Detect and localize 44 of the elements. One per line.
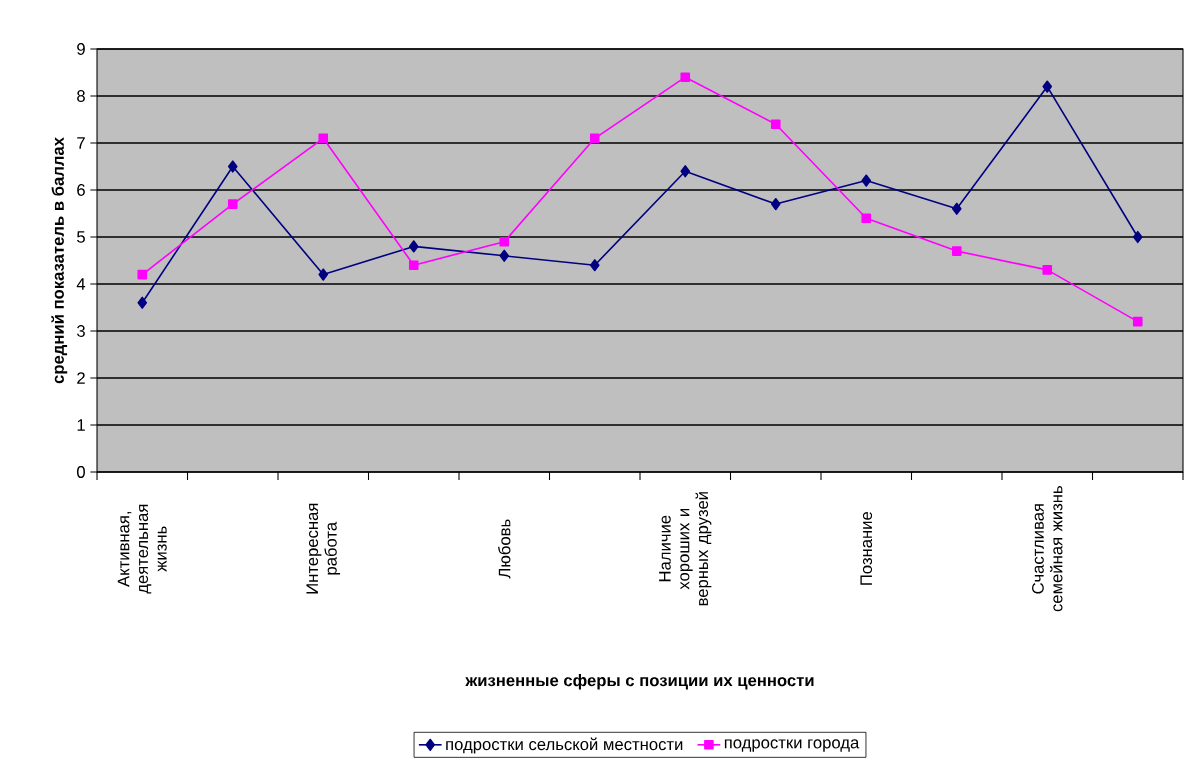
point bbox=[951, 246, 962, 256]
y-axis-title: средний показатель в баллах bbox=[51, 137, 68, 384]
y-tick-label: 5 bbox=[77, 231, 85, 243]
y-tick-label: 4 bbox=[76, 278, 86, 290]
point bbox=[1132, 316, 1143, 327]
point bbox=[861, 213, 872, 223]
x-tick-label: Интересная работа bbox=[306, 503, 341, 594]
y-tick-label: 7 bbox=[77, 137, 85, 149]
point bbox=[1042, 80, 1053, 93]
legend-label: подростки города bbox=[724, 739, 860, 752]
point bbox=[227, 160, 238, 173]
x-axis-title: жизненные сферы с позиции их ценности bbox=[465, 674, 814, 690]
x-tick-label: Любовь bbox=[498, 519, 511, 579]
point bbox=[589, 259, 600, 272]
point bbox=[680, 165, 691, 178]
x-tick-label: Активная, деятельная жизнь bbox=[117, 504, 167, 594]
point bbox=[951, 202, 962, 215]
point bbox=[770, 119, 781, 129]
legend-label: подростки сельской местности bbox=[446, 737, 683, 754]
point bbox=[499, 249, 510, 262]
point bbox=[137, 296, 148, 309]
y-tick-label: 2 bbox=[77, 372, 85, 384]
y-tick-label: 9 bbox=[77, 43, 85, 55]
point bbox=[408, 260, 419, 270]
y-tick-label: 0 bbox=[77, 466, 85, 478]
point bbox=[137, 269, 148, 280]
point bbox=[408, 240, 419, 253]
x-tick-label: Счастливая семейная жизнь bbox=[1032, 486, 1063, 612]
y-tick-label: 1 bbox=[77, 419, 85, 431]
point bbox=[318, 133, 329, 144]
y-tick-label: 6 bbox=[77, 184, 85, 196]
x-tick-label: Познание bbox=[860, 511, 873, 585]
y-tick-label: 8 bbox=[77, 90, 85, 102]
point bbox=[318, 268, 329, 281]
point bbox=[227, 199, 238, 209]
point bbox=[861, 174, 872, 187]
point bbox=[589, 133, 600, 144]
point bbox=[499, 236, 510, 247]
point bbox=[1132, 230, 1143, 244]
point bbox=[1042, 265, 1053, 275]
y-tick-label: 3 bbox=[76, 325, 85, 337]
point bbox=[770, 197, 781, 211]
x-tick-label: Наличие хороших и верных друзей bbox=[659, 492, 712, 606]
point bbox=[680, 72, 691, 82]
